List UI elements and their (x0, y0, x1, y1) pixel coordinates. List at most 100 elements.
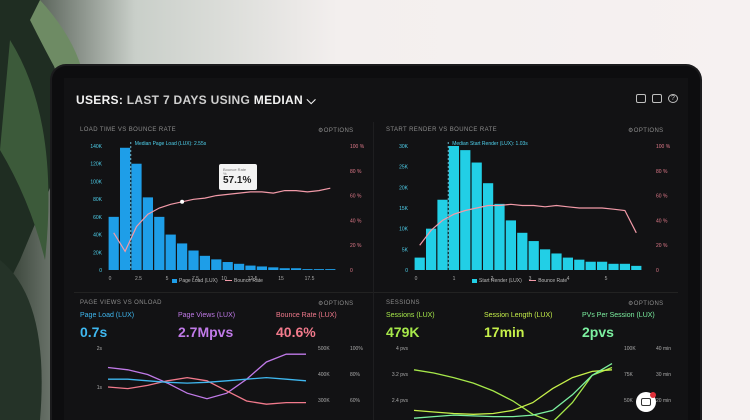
chart-bar (448, 146, 459, 270)
sessions-line (413, 366, 613, 420)
dashboard-header[interactable]: USERS: LAST 7 DAYS USING MEDIAN ⌵ (76, 93, 316, 108)
chat-button[interactable] (636, 392, 656, 412)
x-tick: 5 (166, 276, 169, 282)
session-length-line (413, 369, 613, 415)
y-right-tick-a: 500K (318, 346, 330, 352)
tooltip-sub: % (223, 171, 227, 176)
chart-bar (177, 243, 188, 270)
metric-label: Bounce Rate (LUX) (276, 312, 337, 319)
x-tick: 0 (415, 276, 418, 282)
chart-bar (199, 255, 210, 270)
x-tick: 0 (109, 276, 112, 282)
chart-bar (597, 261, 608, 270)
y-left-tick: 0 (99, 268, 102, 274)
options-button-render[interactable]: OPTIONS (628, 127, 664, 134)
chart-bar (585, 261, 596, 270)
legend-swatch-line (529, 280, 537, 282)
header-mode[interactable]: MEDIAN (253, 93, 303, 107)
options-button-pageviews[interactable]: OPTIONS (318, 300, 354, 307)
y-left-tick: 60K (93, 215, 103, 221)
y-left-tick: 0 (405, 268, 408, 274)
legend-swatch-bars (172, 278, 177, 283)
dashboard-screen: USERS: LAST 7 DAYS USING MEDIAN ⌵ ? LOAD… (64, 78, 688, 420)
row-divider (74, 292, 678, 293)
metric-label: Session Length (LUX) (484, 312, 553, 319)
y-right-tick: 100 % (350, 144, 365, 150)
chart-bar (494, 203, 505, 270)
image-icon[interactable] (652, 94, 662, 103)
panel-title-sessions: SESSIONS (386, 300, 420, 306)
tooltip-value: 57.1% (223, 175, 252, 186)
legend-label-b: Bounce Rate (234, 278, 263, 284)
chart-bar (211, 259, 222, 270)
monitor-icon[interactable] (636, 94, 646, 103)
y-right-tick-b: 20 min (656, 398, 671, 404)
help-icon[interactable]: ? (668, 94, 678, 103)
y-right-tick-b: 30 min (656, 372, 671, 378)
chat-icon (641, 398, 651, 406)
header-icons: ? (636, 94, 678, 103)
panel-title-render: START RENDER VS BOUNCE RATE (386, 127, 498, 133)
options-button-sessions[interactable]: OPTIONS (628, 300, 664, 307)
y-left-tick: 80K (93, 197, 103, 203)
x-tick: 2.5 (135, 276, 142, 282)
panel-title-pageviews: PAGE VIEWS VS ONLOAD (80, 300, 162, 306)
chart-bar (302, 269, 313, 270)
header-range[interactable]: LAST 7 DAYS (126, 93, 207, 107)
chart-bar (256, 266, 267, 270)
x-tick: 7.5 (192, 276, 199, 282)
y-right-tick: 80 % (350, 169, 362, 175)
chart-bar (142, 197, 153, 270)
column-divider (373, 122, 374, 420)
chart-bar (426, 228, 437, 270)
legend-render: Start Render (LUX) Bounce Rate (472, 278, 567, 284)
y-right-tick: 100 % (656, 144, 671, 150)
y-left-tick: 100K (90, 179, 102, 185)
y-left-tick: 2.4 pvs (392, 398, 409, 404)
chart-bar (291, 268, 302, 270)
y-left-tick: 5K (402, 247, 409, 253)
chart-bar (313, 269, 324, 270)
y-left-tick: 3.2 pvs (392, 372, 409, 378)
metric-label: PVs Per Session (LUX) (582, 312, 655, 319)
y-right-tick-a: 400K (318, 372, 330, 378)
metric-value: 17min (484, 324, 525, 340)
chevron-down-icon[interactable]: ⌵ (306, 93, 316, 107)
page-load-line (108, 376, 307, 384)
chart-bar (574, 259, 585, 270)
chart-render: 0 5K 10K 15K 20K 25K 30K 0 20 % 40 % 60 % 80 % 100 %… (399, 141, 671, 282)
chart-bar (562, 257, 573, 270)
median-label: Median Page Load (LUX): 2.55s (135, 141, 207, 147)
chart-bar (517, 232, 528, 270)
laptop-bezel: USERS: LAST 7 DAYS USING MEDIAN ⌵ ? LOAD… (52, 66, 700, 420)
chart-bar (608, 263, 619, 270)
metric-value: 0.7s (80, 324, 108, 340)
chart-bar (279, 268, 290, 270)
chart-bar (222, 262, 233, 270)
chart-bar (505, 220, 516, 270)
page-views-line (107, 353, 306, 400)
hover-point (180, 199, 185, 204)
y-right-tick: 60 % (350, 194, 362, 200)
y-right-tick: 0 (350, 268, 353, 274)
y-right-tick-b: 100% (350, 346, 363, 352)
chart-bar (234, 263, 245, 270)
panel-title-load: LOAD TIME VS BOUNCE RATE (80, 127, 177, 133)
y-right-tick: 40 % (350, 218, 362, 224)
legend-load: Page Load (LUX) Bounce Rate (172, 278, 263, 284)
x-tick: 10 (221, 276, 227, 282)
chart-bar (437, 199, 448, 270)
y-right-tick-a: 75K (624, 372, 634, 378)
legend-swatch-line (225, 280, 233, 282)
options-button-load[interactable]: OPTIONS (318, 127, 354, 134)
chart-bar (414, 257, 425, 270)
header-using: USING (210, 93, 251, 107)
legend-swatch-bars (472, 278, 477, 283)
chart-bar (154, 216, 165, 270)
x-tick: 4 (567, 276, 570, 282)
chart-bar (245, 265, 256, 270)
chart-bar (551, 253, 562, 270)
chart-bar (540, 249, 551, 270)
chart-bar (108, 216, 119, 270)
x-tick: 17.5 (305, 276, 315, 282)
